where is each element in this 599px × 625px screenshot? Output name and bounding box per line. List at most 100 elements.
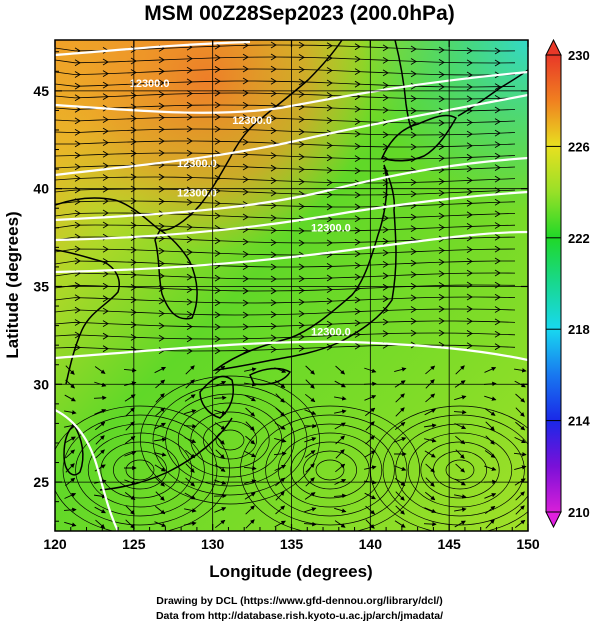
streamline-arrow: [410, 143, 417, 151]
streamline-arrow: [245, 435, 256, 445]
streamline-arrow: [130, 138, 137, 146]
streamline-arrow: [158, 149, 165, 157]
streamline-arrow: [74, 117, 81, 125]
streamline-arrow: [94, 366, 106, 374]
colorbar-ticks: 230 226 222 218 214 210: [546, 48, 590, 520]
streamline-arrow: [438, 131, 445, 139]
streamline-arrow: [158, 310, 165, 317]
streamline-swirl: [55, 405, 230, 531]
streamline-arrow: [466, 330, 473, 337]
streamline-swirl: [100, 441, 180, 499]
streamline-arrow: [186, 174, 193, 181]
streamline-arrow: [424, 450, 436, 458]
streamline-arrow: [425, 491, 436, 501]
streamline-arrow: [242, 188, 249, 196]
colorbar-tick-label: 226: [568, 139, 590, 154]
y-tick-label: 35: [33, 278, 49, 294]
streamline: [55, 200, 516, 208]
streamline-arrow: [326, 332, 333, 340]
streamline-arrow: [130, 115, 137, 122]
streamline-arrow: [102, 307, 109, 315]
streamline-arrow: [242, 151, 249, 158]
contour-value-label: 12300.0: [311, 223, 351, 235]
streamline-arrow: [214, 287, 221, 294]
streamline-arrow: [494, 83, 501, 91]
streamline-arrow: [438, 95, 445, 103]
streamline-arrow: [484, 493, 497, 499]
streamline-arrow: [184, 394, 196, 402]
streamline-arrow: [423, 521, 437, 527]
height-contour: [55, 230, 528, 274]
streamline-arrow: [270, 53, 277, 61]
contour-value-label: 12300.0: [177, 187, 217, 199]
streamline-arrow: [102, 93, 109, 101]
colorbar-tick-label: 218: [568, 322, 590, 337]
streamline-arrow: [184, 437, 197, 443]
streamline-arrow: [466, 165, 473, 173]
streamline-arrow: [494, 233, 501, 241]
streamline-arrow: [102, 295, 109, 303]
streamline-arrow: [484, 367, 497, 373]
streamline-arrow: [65, 449, 75, 459]
streamline-arrow: [382, 260, 389, 268]
contour-value-label: 12300.0: [130, 78, 170, 90]
streamline: [55, 224, 516, 232]
streamline-arrow: [466, 342, 473, 350]
streamline-arrow: [354, 308, 361, 315]
streamline-arrow: [298, 140, 305, 148]
streamline-arrow: [244, 394, 256, 402]
streamline-arrow: [484, 505, 496, 515]
streamline-arrow: [394, 367, 407, 373]
streamline-arrow: [466, 153, 473, 161]
x-tick-label: 150: [516, 536, 540, 552]
streamline-arrow: [102, 258, 109, 265]
streamline-arrow: [242, 299, 249, 307]
streamline-arrow: [244, 492, 256, 500]
streamline-arrow: [514, 436, 527, 444]
streamline-arrow: [214, 335, 221, 343]
streamline-arrow: [275, 491, 285, 501]
streamline-arrow: [438, 71, 445, 79]
colorbar-tick-label: 214: [568, 414, 590, 429]
streamline-arrow: [334, 422, 346, 430]
streamline-arrow: [326, 274, 333, 282]
streamline-arrow: [184, 492, 196, 500]
streamline: [55, 320, 516, 328]
streamline-arrow: [130, 271, 137, 279]
streamline-arrow: [214, 299, 221, 307]
streamline-arrow: [455, 365, 465, 375]
streamline-arrow: [298, 321, 305, 329]
streamline-arrow: [326, 42, 333, 50]
height-contour: [55, 70, 528, 114]
streamline-arrow: [158, 247, 165, 255]
coastline-japan-honshu: [212, 164, 397, 372]
streamline: [55, 332, 516, 340]
streamline-arrow: [513, 452, 527, 457]
streamline-arrow: [186, 335, 193, 343]
streamline-arrow: [454, 423, 467, 429]
streamline-arrow: [130, 92, 137, 99]
streamline-arrow: [130, 333, 137, 341]
streamline-arrow: [334, 507, 347, 513]
streamline-arrow: [186, 298, 193, 306]
streamline-swirl: [152, 384, 308, 496]
streamline-arrow: [395, 491, 405, 501]
streamline-arrow: [382, 81, 389, 89]
height-contour: [55, 340, 528, 362]
streamline-arrow: [124, 394, 136, 402]
streamline-arrow: [102, 70, 109, 78]
streamline-arrow: [270, 77, 277, 85]
streamline-arrow: [273, 451, 287, 456]
streamline-arrow: [305, 463, 315, 473]
streamline-arrow: [185, 463, 195, 473]
streamline-arrow: [298, 165, 305, 173]
streamline-arrow: [394, 520, 406, 528]
streamline-arrow: [158, 334, 165, 342]
streamline-arrow: [242, 250, 249, 258]
streamline-swirl: [420, 441, 500, 499]
streamline-swirl: [265, 423, 395, 517]
streamline-arrow: [354, 273, 361, 281]
streamline-arrow: [242, 311, 249, 319]
streamline-arrow: [438, 329, 445, 337]
streamline-arrow: [243, 466, 257, 471]
